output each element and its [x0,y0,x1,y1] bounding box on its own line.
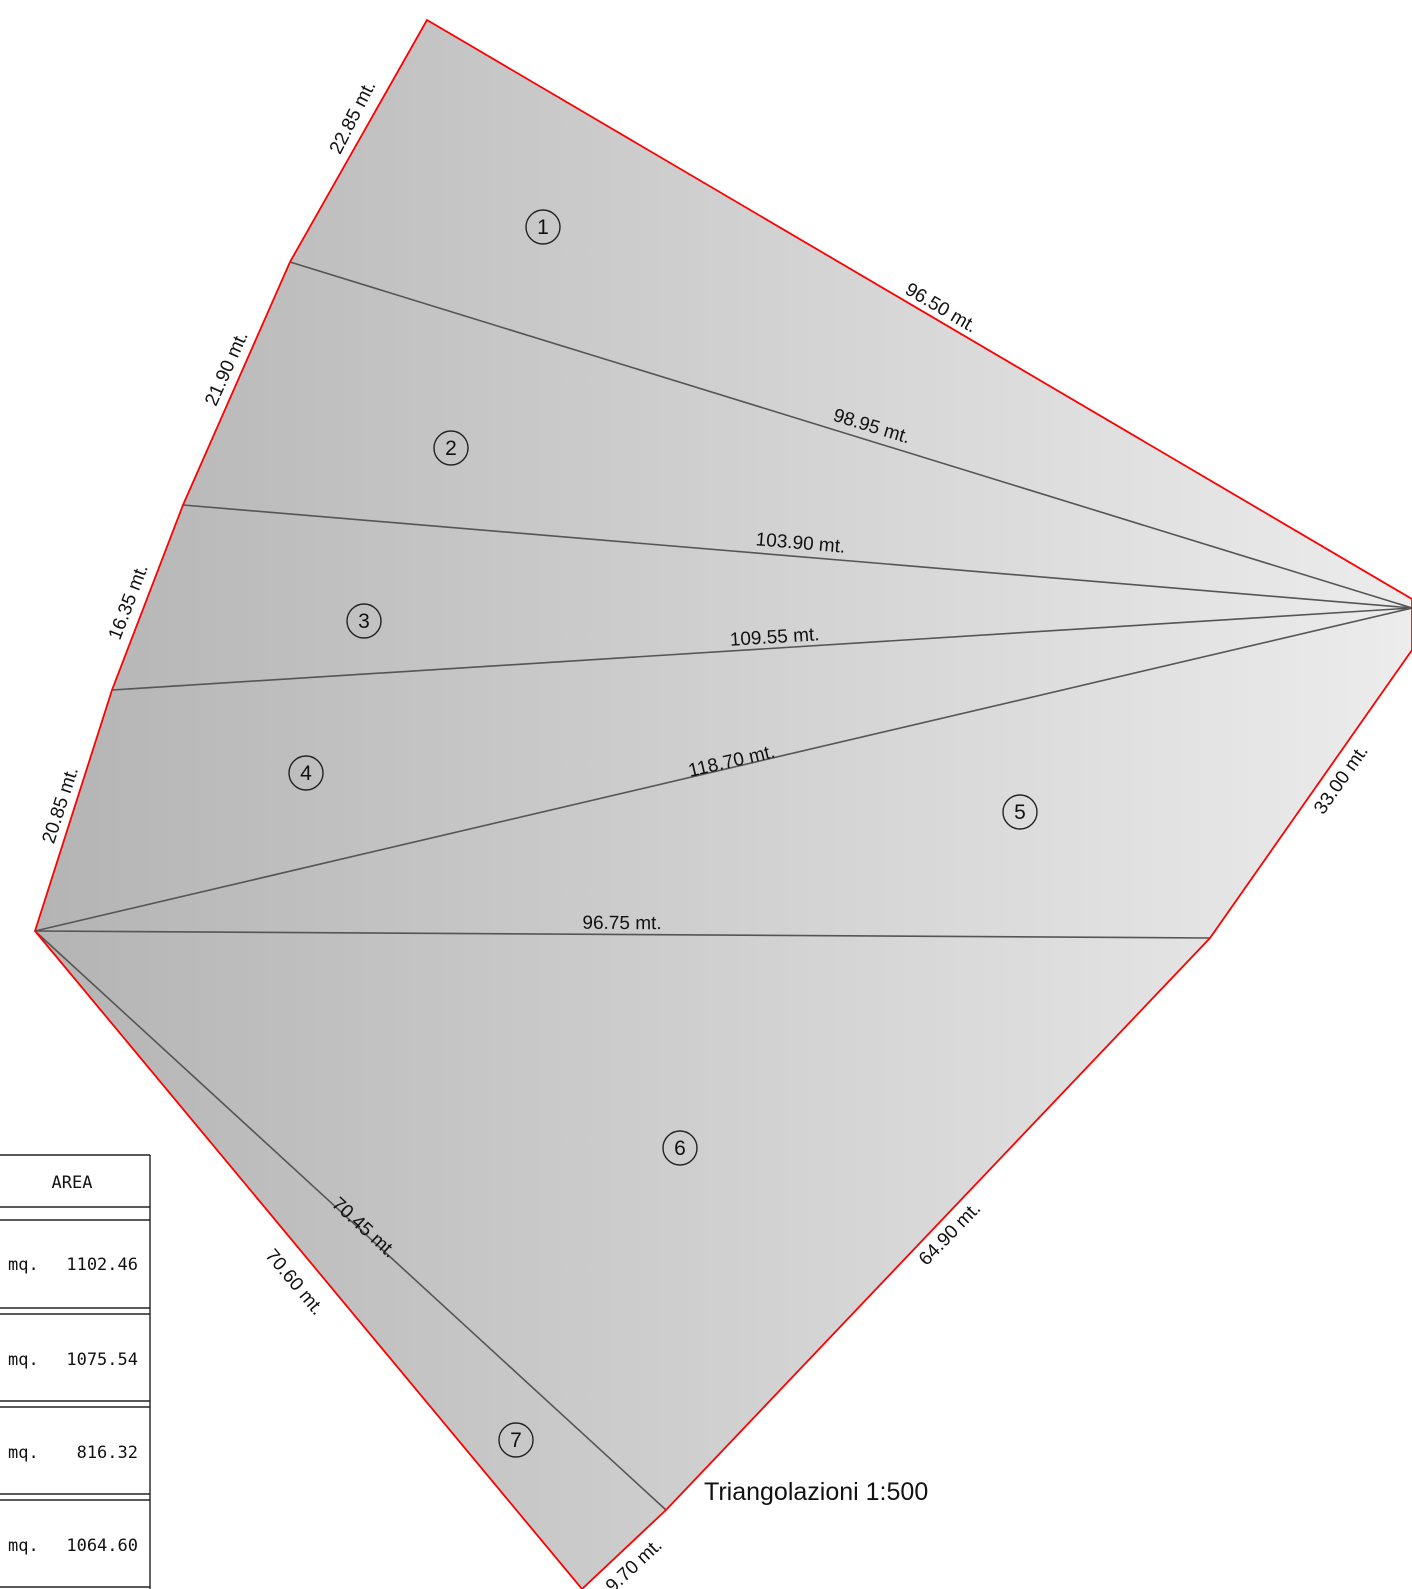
area-value: 1102.46 [66,1255,138,1275]
area-unit: mq. [8,1443,39,1463]
triangle-marker-2: 2 [433,430,469,466]
area-value: 1075.54 [66,1350,138,1370]
diagonal-line-4 [34,607,1412,932]
dimension-label: 96.75 mt. [582,913,661,934]
triangle-number: 3 [358,610,370,633]
triangle-number: 6 [674,1137,686,1160]
drawing-title: Triangolazioni 1:500 [704,1478,928,1506]
triangulation-lines [34,261,1412,1511]
triangle-number: 5 [1014,801,1026,824]
triangle-marker-1: 1 [525,209,561,245]
triangle-number: 4 [300,762,312,785]
triangle-number: 7 [510,1429,522,1452]
diagonal-line-1 [289,261,1412,609]
area-unit: mq. [8,1536,39,1556]
area-value: 816.32 [77,1443,138,1463]
area-table [0,1154,151,1589]
triangle-marker-3: 3 [346,603,382,639]
triangle-marker-4: 4 [288,755,324,791]
diagonal-line-3 [111,607,1412,691]
diagonal-line-2 [182,504,1412,609]
triangle-number: 1 [537,216,549,239]
area-unit: mq. [8,1350,39,1370]
area-table-header: AREA [52,1173,93,1193]
triangle-marker-5: 5 [1002,794,1038,830]
triangle-marker-7: 7 [498,1422,534,1458]
parcel-area [35,20,1412,1589]
triangle-marker-6: 6 [662,1130,698,1166]
parcel-boundary [33,18,1412,1589]
diagonal-line-6 [34,930,667,1511]
diagonal-line-5 [34,930,1211,939]
area-value: 1064.60 [66,1536,138,1556]
triangle-number: 2 [445,437,457,460]
area-unit: mq. [8,1255,39,1275]
